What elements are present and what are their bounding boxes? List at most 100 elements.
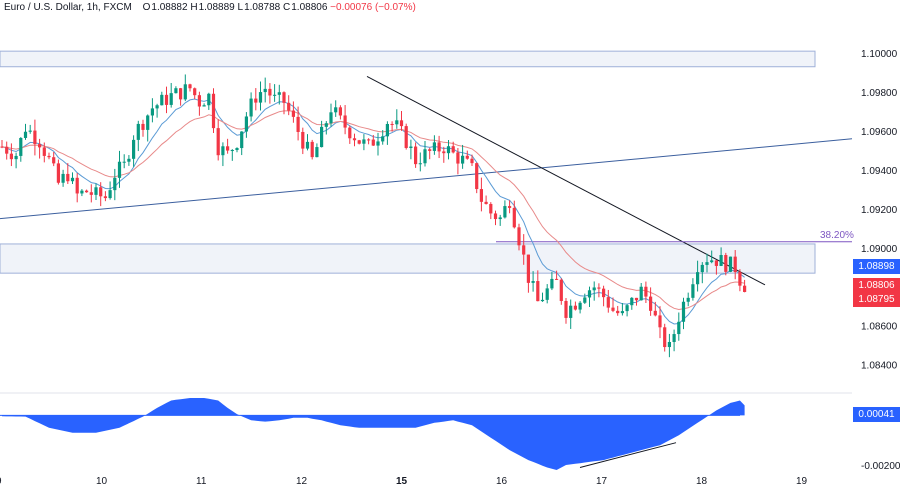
y-tick-label: 1.09400: [861, 166, 898, 177]
high-value: 1.08889: [198, 2, 235, 13]
candle-body: [14, 155, 18, 160]
candle-body: [202, 105, 206, 107]
candle-body: [705, 262, 709, 265]
candle-body: [587, 290, 592, 298]
candle-body: [508, 206, 512, 208]
candle-body: [371, 139, 375, 146]
divergence-line[interactable]: [579, 442, 677, 469]
oscillator-pane: 0.00000-0.00200: [0, 392, 900, 472]
candle-body: [291, 110, 295, 117]
x-tick-label: 11: [196, 476, 207, 487]
candle-body: [545, 288, 549, 300]
candle-body: [625, 305, 629, 312]
candle-body: [423, 149, 427, 164]
ema-fast-line: [1, 98, 745, 325]
y-tick-label: 1.09000: [861, 244, 898, 255]
candle-body: [268, 88, 272, 96]
candle-body: [19, 137, 23, 156]
oscillator-area: [2, 398, 745, 470]
symbol-header: Euro / U.S. Dollar, 1h, FXCM O1.08882 H1…: [4, 2, 416, 13]
x-tick-label: 10: [96, 476, 108, 487]
candle-body: [89, 192, 93, 195]
ascending-trendline[interactable]: [0, 138, 853, 220]
candle-body: [620, 311, 624, 314]
candle-body: [667, 341, 671, 348]
candle-body: [710, 260, 714, 263]
candle-body: [550, 278, 554, 289]
candle-body: [653, 310, 657, 316]
candle-body: [113, 177, 117, 191]
candle-body: [249, 98, 253, 117]
candle-body: [136, 123, 140, 140]
candle-body: [564, 300, 568, 318]
candle-body: [367, 139, 371, 141]
candle-body: [357, 140, 361, 144]
candle-body: [33, 130, 37, 145]
candle-body: [334, 107, 338, 113]
ema-slow-line: [1, 110, 745, 311]
candle-body: [446, 146, 451, 154]
secondary-price-tag: 1.08795: [853, 292, 900, 307]
y-tick-label: 1.10000: [861, 49, 898, 60]
candle-body: [183, 84, 187, 100]
candle-body: [395, 120, 399, 125]
candle-body: [555, 278, 559, 280]
candle-body: [573, 305, 577, 310]
candle-body: [658, 315, 662, 328]
candle-body: [188, 84, 192, 89]
candle-body: [117, 161, 122, 178]
candle-body: [254, 98, 258, 103]
candle-body: [80, 190, 84, 194]
candle-body: [197, 95, 201, 107]
candle-body: [141, 123, 145, 130]
candle-body: [691, 284, 695, 298]
candle-body: [526, 254, 530, 283]
candle-body: [696, 272, 700, 285]
x-tick-label: 19: [796, 476, 808, 487]
candle-body: [602, 288, 606, 298]
low-label: L: [237, 2, 244, 13]
candle-body: [258, 92, 263, 103]
candle-body: [719, 255, 723, 266]
candle-body: [672, 334, 676, 342]
candle-body: [362, 139, 366, 144]
candle-body: [456, 152, 460, 164]
candle-body: [503, 206, 507, 218]
candle-body: [385, 123, 389, 137]
symbol-title: Euro / U.S. Dollar, 1h, FXCM: [4, 2, 132, 13]
candle-body: [352, 138, 357, 141]
candle-body: [634, 297, 639, 301]
time-axis: 9 10 11 12 15 16 17 18 19: [0, 476, 808, 487]
candle-body: [738, 272, 742, 286]
candle-body: [305, 141, 310, 149]
candle-body: [484, 201, 488, 204]
y-tick-label: 1.09600: [861, 127, 898, 138]
candle-body: [70, 177, 75, 182]
candle-body: [681, 301, 686, 322]
candle-body: [616, 310, 620, 314]
candle-body: [160, 94, 164, 106]
candle-body: [169, 93, 173, 105]
candle-body: [85, 190, 89, 193]
candle-body: [475, 163, 479, 190]
candle-body: [437, 142, 441, 152]
candle-body: [639, 286, 643, 301]
candle-body: [677, 321, 681, 335]
candle-body: [381, 136, 385, 142]
zone-1: [0, 243, 816, 274]
candle-body: [211, 93, 216, 129]
descending-trendline[interactable]: [366, 76, 766, 286]
candle-body: [52, 157, 56, 164]
candle-body: [301, 131, 305, 149]
candle-body: [743, 285, 747, 292]
candle-body: [470, 158, 474, 164]
candle-body: [150, 108, 154, 116]
candle-body: [498, 217, 502, 220]
candle-body: [146, 115, 150, 130]
close-value: 1.08806: [291, 2, 328, 13]
candle-body: [418, 163, 422, 165]
candle-body: [310, 141, 314, 158]
candle-body: [517, 227, 521, 246]
candle-body: [193, 88, 197, 96]
